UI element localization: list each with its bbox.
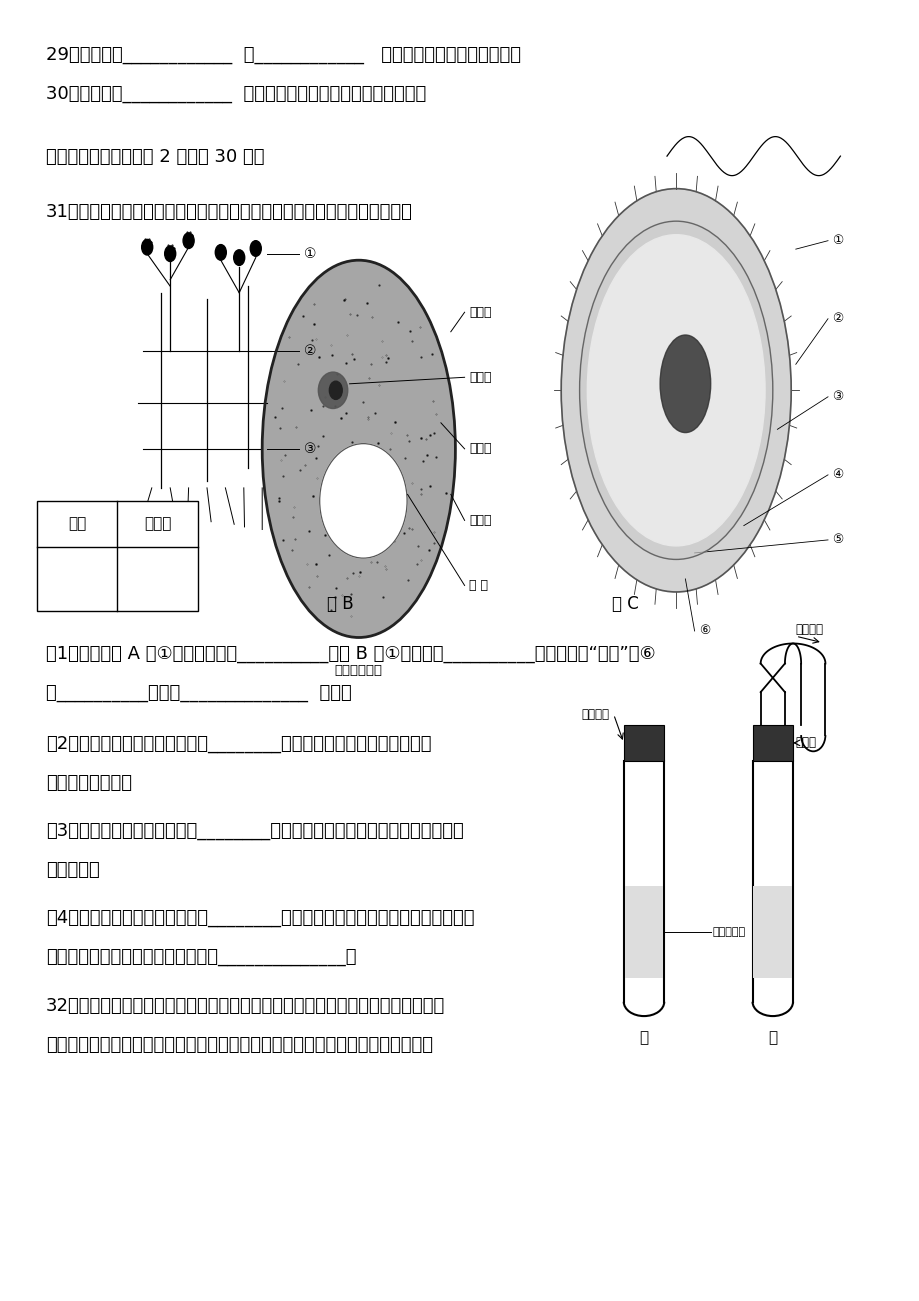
Text: 图 C: 图 C: [611, 595, 638, 613]
Circle shape: [233, 250, 244, 265]
Text: 棉花塞: 棉花塞: [795, 736, 816, 749]
Text: 31、下图为几种细菌和真菌的的结构模式图，请仔细观察，回答下列问题：: 31、下图为几种细菌和真菌的的结构模式图，请仔细观察，回答下列问题：: [46, 203, 413, 221]
Text: 机物生活，所以他们是生态系统中的______________。: 机物生活，所以他们是生态系统中的______________。: [46, 948, 357, 967]
Text: 29、地衣是由____________  和____________   两种生物在一起共生形成的。: 29、地衣是由____________ 和____________ 两种生物在一…: [46, 46, 520, 64]
FancyBboxPatch shape: [37, 501, 198, 611]
Circle shape: [165, 246, 176, 262]
Text: 甲: 甲: [639, 1030, 648, 1046]
Text: ②: ②: [303, 345, 316, 358]
Circle shape: [215, 245, 226, 260]
Text: （4）、图中三类生物由于都没有________，不能进行光合作用，只能利用现成的有: （4）、图中三类生物由于都没有________，不能进行光合作用，只能利用现成的…: [46, 909, 474, 928]
Text: 细胞质: 细胞质: [469, 442, 491, 455]
Text: ④: ④: [832, 468, 843, 481]
Text: 败的简单方法，设计了如下实验：将新鲜的澄清的肉汤等量的放入如图甲乙两试管: 败的简单方法，设计了如下实验：将新鲜的澄清的肉汤等量的放入如图甲乙两试管: [46, 1036, 433, 1054]
FancyBboxPatch shape: [752, 725, 792, 761]
Text: 细胞膜: 细胞膜: [469, 514, 491, 527]
Ellipse shape: [318, 372, 347, 409]
Text: 增厚，形成芽苞。: 增厚，形成芽苞。: [46, 774, 131, 792]
Text: 中的生物。: 中的生物。: [46, 861, 99, 879]
Ellipse shape: [320, 444, 407, 558]
Text: 澄清的肉汤: 澄清的肉汤: [712, 928, 745, 937]
Text: 液 泡: 液 泡: [469, 579, 488, 592]
Text: 细胞核: 细胞核: [469, 371, 491, 384]
FancyBboxPatch shape: [623, 725, 664, 761]
Text: 细胞壁: 细胞壁: [469, 306, 491, 319]
Text: 得分: 得分: [68, 516, 86, 532]
Text: 30、抗生素是____________  产生杀死或抑制某些致病细菌的物质。: 30、抗生素是____________ 产生杀死或抑制某些致病细菌的物质。: [46, 85, 425, 103]
Text: ⑤: ⑤: [832, 533, 843, 546]
Text: ⑥: ⑥: [698, 624, 709, 637]
Text: 弯玻璃管: 弯玻璃管: [795, 623, 823, 636]
Ellipse shape: [586, 234, 765, 546]
Text: ③: ③: [303, 442, 316, 455]
Text: ①: ①: [832, 234, 843, 247]
FancyBboxPatch shape: [753, 886, 791, 978]
Ellipse shape: [579, 221, 772, 559]
Text: 乙: 乙: [767, 1030, 777, 1046]
Text: 酵母菌的结构: 酵母菌的结构: [335, 664, 382, 677]
Text: ③: ③: [832, 390, 843, 403]
Text: （3）、能进行出芽生殖的是图________中的生物。只能依靠孢子进行繁殖的是图: （3）、能进行出芽生殖的是图________中的生物。只能依靠孢子进行繁殖的是图: [46, 822, 463, 840]
Ellipse shape: [561, 189, 790, 592]
Text: 32、某生物兴趣小组为了探究细菌和真菌是食物腐败的主要原因，寻找防止食物腐: 32、某生物兴趣小组为了探究细菌和真菌是食物腐败的主要原因，寻找防止食物腐: [46, 997, 445, 1015]
Text: 直玻璃管: 直玻璃管: [581, 708, 608, 721]
FancyBboxPatch shape: [624, 886, 663, 978]
Text: ②: ②: [832, 312, 843, 325]
Circle shape: [329, 381, 342, 399]
Text: （1）、写出图 A 中①的结构名称是__________，图 B 中①的名称是__________，它是运动“器官”。⑥: （1）、写出图 A 中①的结构名称是__________，图 B 中①的名称是_…: [46, 645, 655, 664]
Text: ①: ①: [303, 247, 316, 260]
Circle shape: [183, 233, 194, 248]
Text: 图 A: 图 A: [46, 595, 73, 613]
Text: 是__________，具有______________  作用。: 是__________，具有______________ 作用。: [46, 684, 351, 703]
Circle shape: [142, 239, 153, 255]
Text: （2）、图中属于原核生物的是图________。在不良的环境下，这类生物的: （2）、图中属于原核生物的是图________。在不良的环境下，这类生物的: [46, 735, 431, 753]
Text: 图 B: 图 B: [326, 595, 353, 613]
Circle shape: [250, 241, 261, 256]
Text: 评卷人: 评卷人: [143, 516, 171, 532]
Ellipse shape: [262, 260, 455, 637]
Ellipse shape: [660, 336, 709, 432]
Text: 三、综合应用题（每空 2 分，共 30 分）: 三、综合应用题（每空 2 分，共 30 分）: [46, 148, 265, 167]
